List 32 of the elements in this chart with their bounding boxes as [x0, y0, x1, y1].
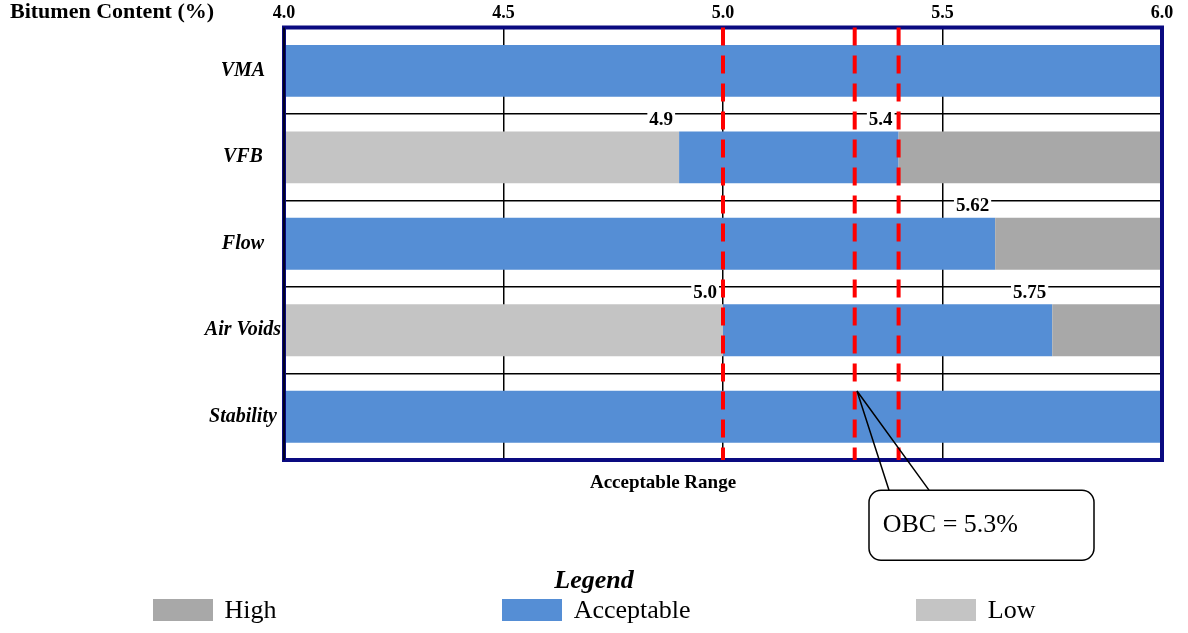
y-tick-label: Stability — [209, 403, 277, 427]
x-tick-label: 5.5 — [931, 2, 954, 23]
x-tick-label: 5.0 — [711, 2, 735, 23]
x-axis-title: Bitumen Content (%) — [10, 0, 215, 24]
bar — [679, 131, 899, 184]
legend-label: High — [224, 595, 277, 625]
x-tick-label: 4.0 — [272, 2, 296, 23]
y-tick-label: Air Voids — [202, 317, 282, 340]
text: Acceptable Range — [589, 471, 737, 493]
bar — [723, 304, 1053, 357]
y-tick-label: VFB — [222, 144, 263, 167]
y-tick-label: Flow — [220, 230, 265, 253]
annotation: 5.4 — [868, 107, 894, 129]
annotation: 5.75 — [1013, 280, 1047, 302]
x-tick-label: 4.5 — [492, 2, 515, 23]
bar — [284, 304, 723, 357]
x-tick-label: 6.0 — [1150, 2, 1174, 23]
annotation: 5.62 — [955, 194, 990, 216]
bar — [1052, 304, 1162, 357]
bar — [284, 131, 680, 184]
bar — [284, 390, 1162, 443]
y-tick-label: VMA — [220, 58, 266, 81]
annotation: 5.0 — [693, 280, 717, 302]
ref-line-label: OBC = 5.3% — [882, 508, 1018, 538]
bar — [284, 44, 1162, 97]
annotation: 4.9 — [649, 107, 674, 129]
bar — [284, 217, 996, 270]
bar — [898, 131, 1162, 184]
bar — [995, 217, 1162, 270]
legend-label: Acceptable — [573, 595, 691, 625]
legend-title: Legend — [553, 565, 635, 595]
legend-label: Low — [987, 595, 1036, 625]
